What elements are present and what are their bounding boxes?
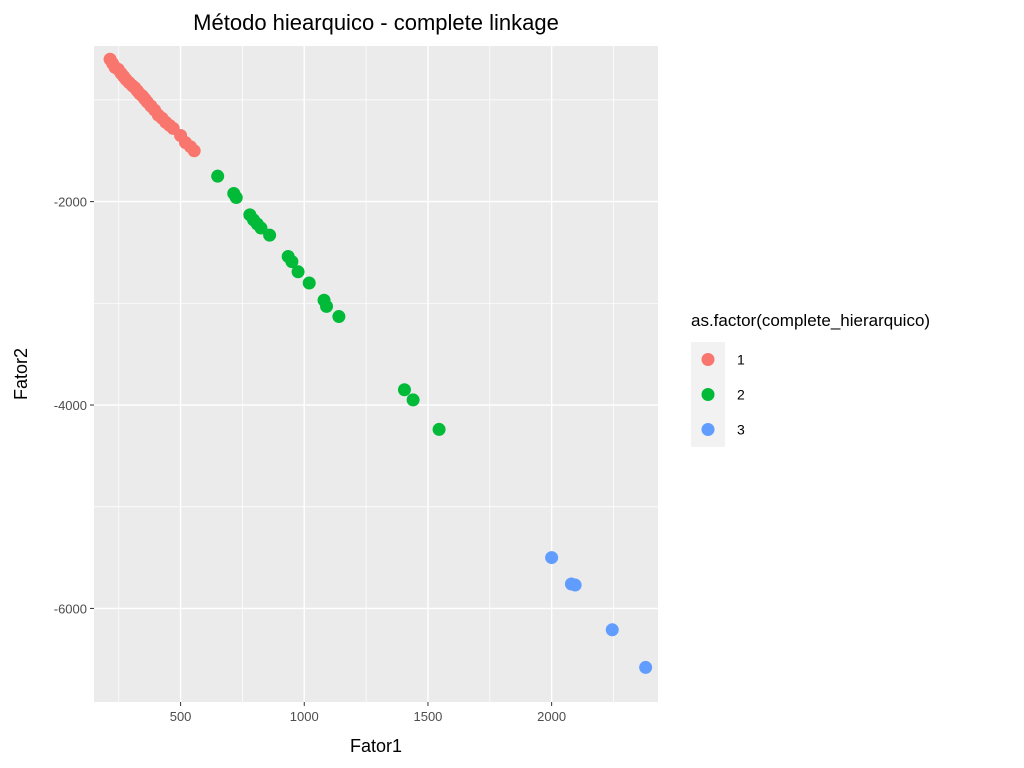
data-point-cluster-2 <box>432 422 446 436</box>
data-point-cluster-3 <box>545 551 559 565</box>
x-axis-ticks: 500 1000 1500 2000 <box>170 702 566 724</box>
data-point-cluster-2 <box>263 228 277 242</box>
data-point-cluster-3 <box>639 660 653 674</box>
data-points <box>103 52 653 674</box>
data-point-cluster-2 <box>211 169 225 183</box>
x-tick-label: 500 <box>170 709 192 724</box>
data-point-cluster-2 <box>406 393 420 407</box>
legend-label-2: 2 <box>737 387 745 403</box>
data-point-cluster-2 <box>254 221 268 235</box>
data-point-cluster-2 <box>332 310 346 324</box>
y-tick-label: -4000 <box>54 398 87 413</box>
data-point-cluster-3 <box>568 578 582 592</box>
data-point-cluster-2 <box>320 299 334 313</box>
legend-swatch-2 <box>701 388 715 401</box>
y-tick-label: -6000 <box>54 601 87 616</box>
minor-gridlines <box>94 46 658 702</box>
data-point-cluster-3 <box>605 623 619 637</box>
y-tick-label: -2000 <box>54 195 87 210</box>
legend-label-1: 1 <box>737 352 745 368</box>
y-axis-title: Fator2 <box>11 348 31 400</box>
data-point-cluster-2 <box>302 276 316 290</box>
legend-label-3: 3 <box>737 422 745 438</box>
data-point-cluster-1 <box>187 144 201 158</box>
x-axis-title: Fator1 <box>350 736 402 756</box>
x-tick-label: 1500 <box>413 709 442 724</box>
legend-swatch-3 <box>701 423 715 436</box>
x-tick-label: 1000 <box>290 709 319 724</box>
legend: as.factor(complete_hierarquico) 1 2 3 <box>691 311 930 447</box>
data-point-cluster-2 <box>397 383 411 397</box>
major-gridlines <box>94 46 658 702</box>
x-tick-label: 2000 <box>537 709 566 724</box>
data-point-cluster-2 <box>229 191 243 205</box>
plot-panel <box>94 46 658 702</box>
legend-title: as.factor(complete_hierarquico) <box>691 311 930 330</box>
chart-title: Método hiearquico - complete linkage <box>193 10 559 35</box>
legend-swatch-1 <box>701 353 715 366</box>
y-axis-ticks: -2000 -4000 -6000 <box>54 195 94 616</box>
data-point-cluster-2 <box>285 255 299 269</box>
data-point-cluster-2 <box>291 265 305 279</box>
